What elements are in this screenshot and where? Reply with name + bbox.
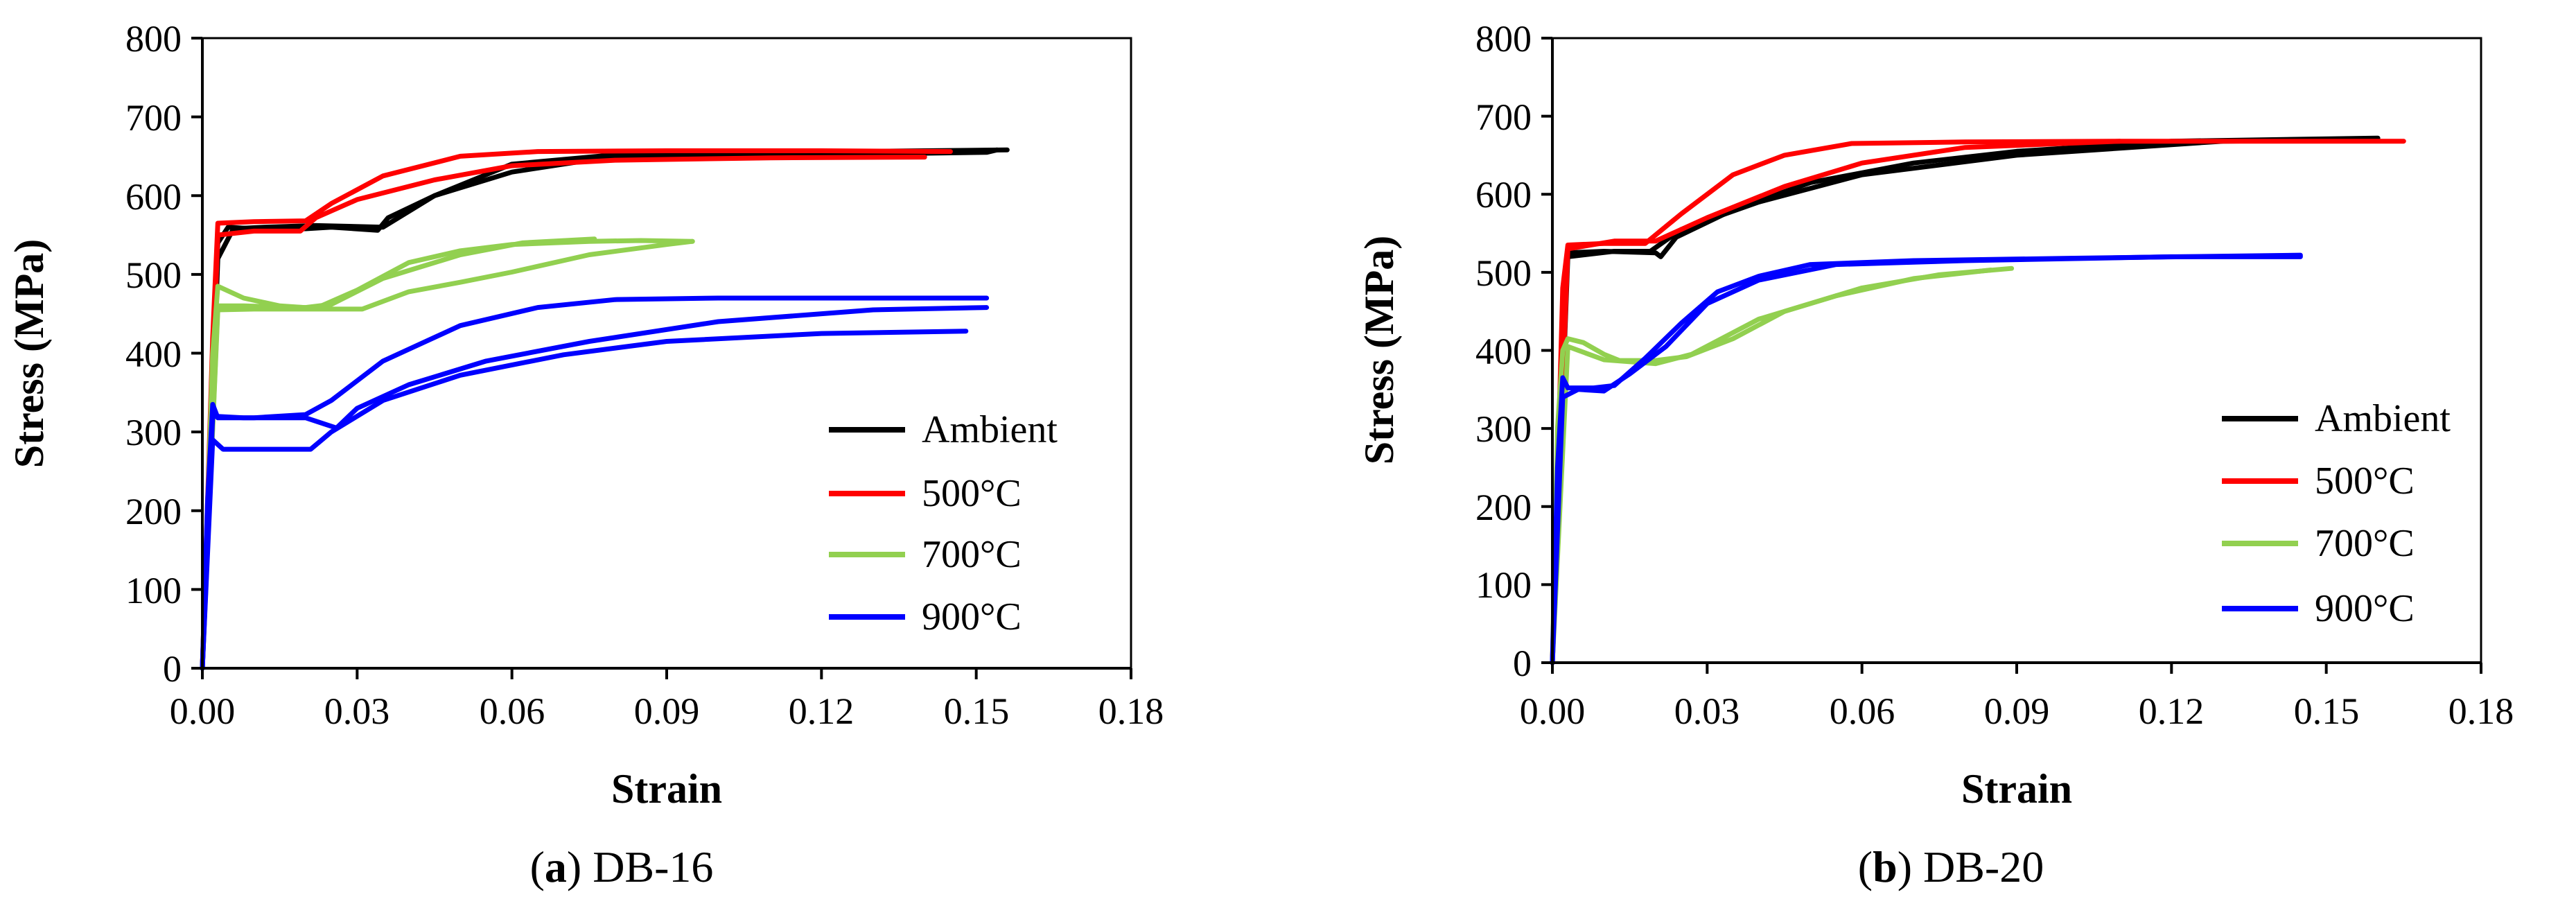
x-tick-label: 0.06 [1830, 690, 1895, 732]
series-layer [200, 147, 1010, 671]
y-tick-label: 100 [1475, 564, 1532, 606]
series-layer [1550, 135, 2406, 665]
legend: Ambient 500°C 700°C 900°C [2222, 397, 2451, 630]
x-tick-label: 0.12 [2139, 690, 2205, 732]
caption-letter: a [545, 842, 567, 891]
y-tick-label: 500 [1475, 252, 1532, 294]
x-tick-label: 0.12 [789, 690, 855, 732]
legend-label: 700°C [922, 533, 1022, 576]
caption-text: DB-16 [593, 842, 713, 891]
legend-label: 900°C [922, 595, 1022, 638]
y-tick-label: 0 [1513, 643, 1532, 684]
y-tick-label: 600 [125, 176, 182, 218]
plot-frame [1551, 37, 2482, 664]
y-tick-label: 300 [1475, 408, 1532, 450]
x-tick-label: 0.00 [1520, 690, 1586, 732]
y-tick-labels: 0 100 200 300 400 500 600 700 800 [1475, 18, 1532, 684]
series-line-ambient [200, 147, 1010, 671]
x-tick-label: 0.15 [944, 690, 1010, 732]
tick-marks [191, 37, 1132, 679]
series-line-900c [200, 305, 990, 671]
legend: Ambient 500°C 700°C 900°C [829, 408, 1058, 638]
x-tick-labels: 0.00 0.03 0.06 0.09 0.12 0.15 0.18 [1520, 690, 2514, 732]
y-tick-label: 200 [125, 491, 182, 532]
caption-letter: b [1873, 842, 1898, 891]
panel-caption: (b) DB-20 [1858, 842, 2044, 891]
panel-caption: (a) DB-16 [530, 842, 714, 891]
y-tick-label: 700 [1475, 96, 1532, 138]
x-tick-labels: 0.00 0.03 0.06 0.09 0.12 0.15 0.18 [170, 690, 1164, 732]
series-line-500c [200, 155, 927, 671]
y-tick-label: 600 [1475, 174, 1532, 216]
y-tick-label: 100 [125, 570, 182, 611]
x-axis-title: Strain [1961, 766, 2072, 812]
x-tick-label: 0.09 [1984, 690, 2050, 732]
y-axis-title: Stress (MPa) [6, 239, 52, 468]
x-tick-label: 0.18 [2448, 690, 2514, 732]
series-line-900c [1550, 254, 2303, 665]
plot-frame [201, 37, 1132, 670]
legend-label: 700°C [2315, 522, 2415, 565]
series-line-900c [200, 329, 969, 671]
y-tick-label: 400 [1475, 331, 1532, 372]
legend-label: Ambient [2315, 397, 2451, 440]
series-line-700c [200, 236, 597, 671]
x-tick-label: 0.09 [634, 690, 700, 732]
x-tick-label: 0.00 [170, 690, 236, 732]
legend-label: Ambient [922, 408, 1058, 451]
y-tick-label: 700 [125, 97, 182, 139]
x-tick-label: 0.18 [1098, 690, 1164, 732]
y-tick-label: 800 [1475, 18, 1532, 60]
series-line-500c [1550, 139, 2406, 665]
x-axis-title: Strain [611, 766, 722, 812]
y-tick-label: 400 [125, 333, 182, 375]
tick-marks [1541, 37, 2482, 674]
series-line-700c [200, 238, 695, 671]
chart-panel-db16: 0.00 0.03 0.06 0.09 0.12 0.15 0.18 0 100… [6, 18, 1164, 891]
y-tick-label: 200 [1475, 487, 1532, 528]
y-tick-label: 300 [125, 412, 182, 453]
series-line-ambient [1550, 137, 2381, 665]
x-tick-label: 0.03 [324, 690, 390, 732]
x-tick-label: 0.06 [480, 690, 545, 732]
y-tick-label: 500 [125, 254, 182, 296]
legend-label: 500°C [2315, 460, 2415, 503]
legend-label: 500°C [922, 472, 1022, 515]
legend-label: 900°C [2315, 587, 2415, 630]
series-line-900c [200, 295, 990, 671]
series-line-700c [1550, 268, 1994, 665]
y-tick-label: 0 [163, 648, 182, 690]
x-tick-label: 0.15 [2294, 690, 2360, 732]
y-axis-title: Stress (MPa) [1356, 236, 1402, 464]
chart-panel-db20: 0.00 0.03 0.06 0.09 0.12 0.15 0.18 0 100… [1356, 18, 2514, 891]
x-tick-label: 0.03 [1674, 690, 1740, 732]
y-tick-labels: 0 100 200 300 400 500 600 700 800 [125, 18, 182, 690]
caption-text: DB-20 [1923, 842, 2044, 891]
y-tick-label: 800 [125, 18, 182, 60]
